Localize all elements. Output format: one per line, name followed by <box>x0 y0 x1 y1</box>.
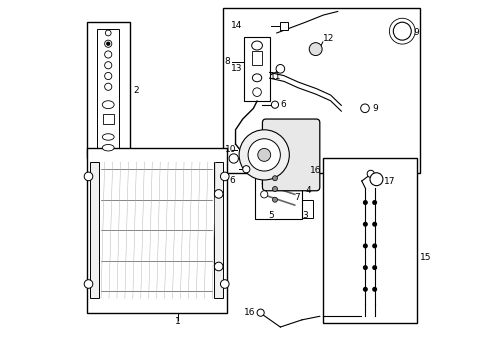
Circle shape <box>308 42 322 55</box>
Circle shape <box>272 186 277 192</box>
Text: 15: 15 <box>419 253 431 262</box>
Circle shape <box>84 172 93 181</box>
Text: 2: 2 <box>133 86 139 95</box>
Circle shape <box>369 173 382 186</box>
Circle shape <box>276 64 284 73</box>
Bar <box>102 114 113 125</box>
Circle shape <box>252 88 261 96</box>
Text: 10: 10 <box>224 145 236 154</box>
Text: 4: 4 <box>305 186 310 195</box>
Text: 5: 5 <box>268 211 274 220</box>
Text: 1: 1 <box>174 317 180 326</box>
Circle shape <box>257 148 270 161</box>
Circle shape <box>363 201 366 204</box>
Bar <box>269 200 312 218</box>
Ellipse shape <box>102 144 114 151</box>
Circle shape <box>104 62 112 69</box>
Bar <box>97 30 119 151</box>
Circle shape <box>372 201 376 204</box>
Circle shape <box>104 51 112 58</box>
Circle shape <box>220 280 228 288</box>
Circle shape <box>360 104 368 113</box>
Text: 16: 16 <box>309 166 321 175</box>
Text: 14: 14 <box>231 21 242 30</box>
Circle shape <box>372 266 376 269</box>
Bar <box>244 37 269 101</box>
Circle shape <box>372 288 376 291</box>
Text: 16: 16 <box>243 308 255 317</box>
Ellipse shape <box>102 134 114 140</box>
Bar <box>323 158 416 323</box>
Circle shape <box>105 30 111 36</box>
Circle shape <box>363 244 366 248</box>
Bar <box>90 162 99 298</box>
FancyBboxPatch shape <box>262 119 319 191</box>
Circle shape <box>363 222 366 226</box>
Text: 6: 6 <box>229 176 235 185</box>
Circle shape <box>366 170 373 177</box>
Bar <box>86 22 129 158</box>
Ellipse shape <box>251 41 262 50</box>
Ellipse shape <box>102 101 114 109</box>
Circle shape <box>104 40 112 47</box>
Text: 17: 17 <box>383 176 395 185</box>
Circle shape <box>104 72 112 80</box>
Bar <box>214 162 223 298</box>
Text: 7: 7 <box>294 193 300 202</box>
Circle shape <box>106 42 109 45</box>
Text: 9: 9 <box>412 28 418 37</box>
Circle shape <box>372 222 376 226</box>
Bar <box>223 8 419 173</box>
Bar <box>86 148 226 313</box>
Circle shape <box>363 266 366 269</box>
Circle shape <box>214 190 223 198</box>
Text: 9: 9 <box>371 104 377 113</box>
Circle shape <box>247 139 280 171</box>
Circle shape <box>272 176 277 181</box>
Circle shape <box>220 172 228 181</box>
Circle shape <box>239 130 289 180</box>
Circle shape <box>84 280 93 288</box>
Text: 13: 13 <box>231 64 242 73</box>
Text: 3: 3 <box>302 211 308 220</box>
Bar <box>255 162 301 220</box>
Circle shape <box>260 191 267 198</box>
Circle shape <box>228 154 238 163</box>
Circle shape <box>257 309 264 316</box>
Circle shape <box>392 22 410 40</box>
Circle shape <box>271 101 278 108</box>
Circle shape <box>363 288 366 291</box>
Bar <box>251 51 262 65</box>
Circle shape <box>272 197 277 202</box>
Circle shape <box>372 244 376 248</box>
Bar <box>280 22 287 30</box>
Circle shape <box>242 166 249 173</box>
Circle shape <box>388 18 414 44</box>
Circle shape <box>104 83 112 90</box>
Ellipse shape <box>252 74 261 82</box>
Text: 11: 11 <box>269 72 281 81</box>
Text: 12: 12 <box>322 34 334 43</box>
Circle shape <box>214 262 223 271</box>
Text: 8: 8 <box>224 57 230 66</box>
Text: 6: 6 <box>280 100 285 109</box>
